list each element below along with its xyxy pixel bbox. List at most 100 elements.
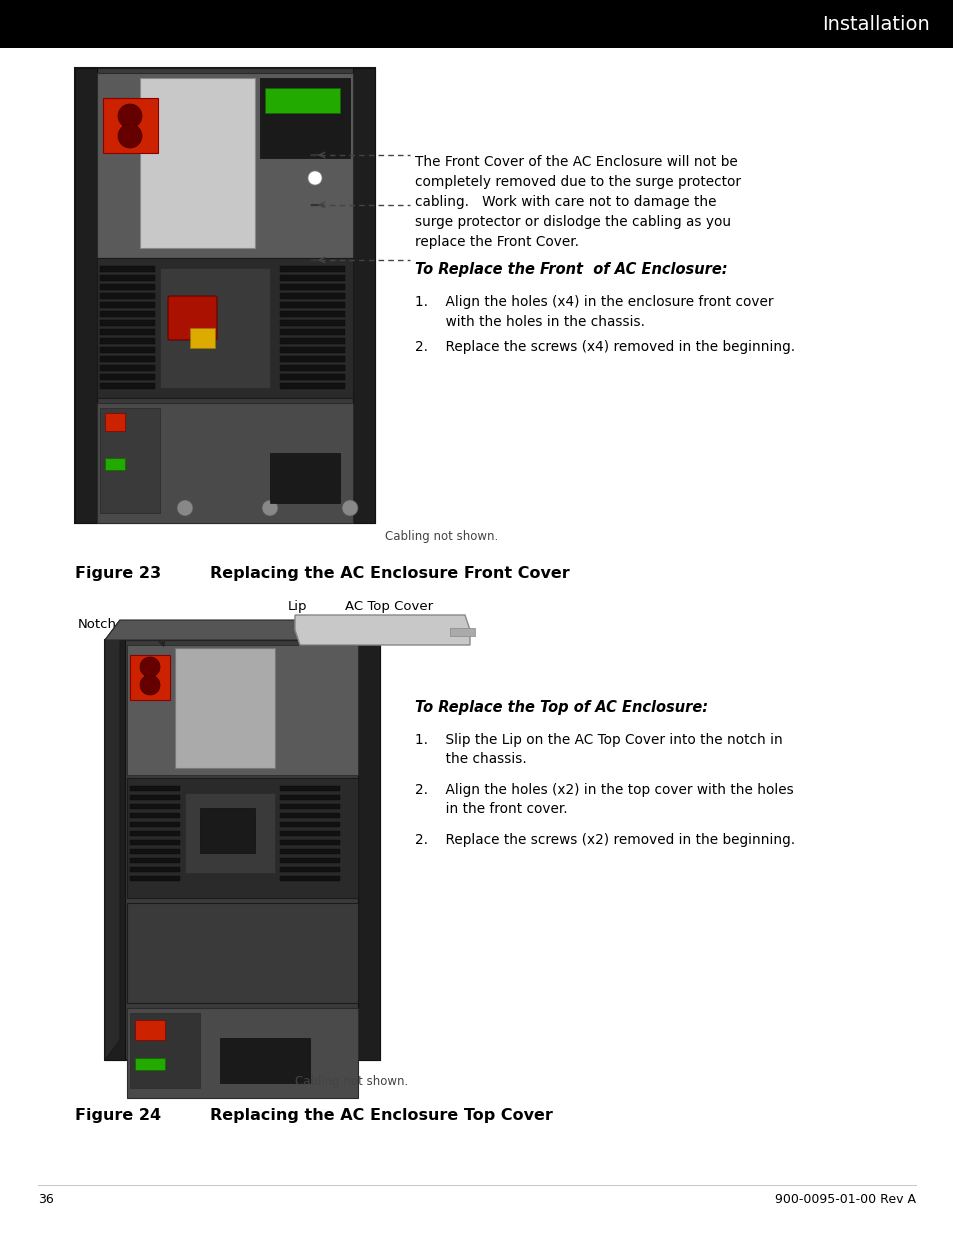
Bar [280, 785, 339, 790]
Text: Installation: Installation [821, 15, 929, 33]
Bar [100, 303, 154, 308]
Bar [105, 640, 125, 1060]
Bar [280, 347, 345, 353]
Bar [105, 640, 379, 1060]
Circle shape [177, 500, 193, 516]
Text: 2.    Replace the screws (x2) removed in the beginning.: 2. Replace the screws (x2) removed in th… [415, 832, 794, 847]
Circle shape [118, 104, 142, 128]
Bar [100, 284, 154, 290]
Bar [280, 266, 345, 272]
Text: Lip: Lip [288, 600, 307, 613]
Bar [353, 68, 375, 522]
Bar [100, 293, 154, 299]
Bar [280, 329, 345, 335]
Bar [127, 903, 357, 1003]
Bar [280, 320, 345, 326]
Text: 2.    Replace the screws (x4) removed in the beginning.: 2. Replace the screws (x4) removed in th… [415, 340, 794, 354]
Circle shape [140, 676, 160, 695]
Bar [100, 266, 154, 272]
Bar [135, 1020, 165, 1040]
Bar [105, 412, 125, 431]
Bar [130, 1013, 200, 1088]
Bar [100, 320, 154, 326]
Text: Figure 24: Figure 24 [75, 1108, 161, 1123]
Bar [0, 0, 953, 48]
Bar [135, 1058, 165, 1070]
Bar [280, 848, 339, 853]
Bar [100, 408, 160, 513]
Bar [100, 366, 154, 370]
Text: 2.    Align the holes (x2) in the top cover with the holes
       in the front c: 2. Align the holes (x2) in the top cover… [415, 783, 793, 816]
Text: Replacing the AC Enclosure Top Cover: Replacing the AC Enclosure Top Cover [210, 1108, 553, 1123]
Bar [130, 831, 180, 836]
Bar [105, 458, 125, 471]
Circle shape [140, 657, 160, 677]
Bar [280, 303, 345, 308]
Text: 900-0095-01-00 Rev A: 900-0095-01-00 Rev A [774, 1193, 915, 1207]
Bar [220, 1037, 310, 1083]
Bar [357, 640, 379, 1060]
Text: The Front Cover of the AC Enclosure will not be
completely removed due to the su: The Front Cover of the AC Enclosure will… [415, 156, 740, 249]
Text: AC Top Cover: AC Top Cover [345, 600, 433, 613]
Bar [260, 78, 350, 158]
Bar [127, 645, 357, 776]
Bar [280, 813, 339, 818]
Text: To Replace the Top of AC Enclosure:: To Replace the Top of AC Enclosure: [415, 700, 707, 715]
Bar [127, 1008, 357, 1098]
Circle shape [118, 124, 142, 148]
Bar [130, 840, 180, 845]
Polygon shape [105, 620, 120, 1060]
Bar [130, 795, 180, 800]
Bar [185, 793, 274, 873]
Bar [280, 366, 345, 370]
Bar [100, 347, 154, 353]
Bar [280, 356, 345, 362]
Text: Replacing the AC Enclosure Front Cover: Replacing the AC Enclosure Front Cover [210, 566, 569, 580]
Bar [280, 795, 339, 800]
Bar [130, 804, 180, 809]
Text: Notch: Notch [78, 618, 117, 631]
Bar [280, 876, 339, 881]
Polygon shape [294, 615, 470, 645]
Bar [130, 848, 180, 853]
Bar [280, 383, 345, 389]
Bar [130, 858, 180, 863]
Bar [130, 655, 170, 700]
Text: Cabling not shown.: Cabling not shown. [294, 1074, 408, 1088]
Text: 36: 36 [38, 1193, 53, 1207]
Text: To Replace the Front  of AC Enclosure:: To Replace the Front of AC Enclosure: [415, 262, 727, 277]
Bar [160, 268, 270, 388]
FancyBboxPatch shape [168, 296, 216, 340]
Bar [103, 98, 158, 153]
Bar [100, 374, 154, 380]
Bar [280, 823, 339, 827]
Bar [130, 876, 180, 881]
Bar [97, 403, 353, 522]
Bar [450, 629, 475, 636]
Bar [127, 778, 357, 898]
Bar [100, 329, 154, 335]
Bar [280, 858, 339, 863]
Circle shape [308, 170, 322, 185]
Bar [280, 867, 339, 872]
Text: 1.    Align the holes (x4) in the enclosure front cover
       with the holes in: 1. Align the holes (x4) in the enclosure… [415, 295, 773, 329]
Bar [270, 453, 339, 503]
Bar [130, 785, 180, 790]
Bar [130, 823, 180, 827]
Text: Cabling not shown.: Cabling not shown. [385, 530, 497, 543]
Text: 1.    Slip the Lip on the AC Top Cover into the notch in
       the chassis.: 1. Slip the Lip on the AC Top Cover into… [415, 734, 781, 767]
Bar [280, 338, 345, 345]
Bar [100, 275, 154, 282]
Bar [280, 831, 339, 836]
Bar [100, 356, 154, 362]
Bar [75, 68, 375, 522]
Text: Figure 23: Figure 23 [75, 566, 161, 580]
Bar [100, 383, 154, 389]
Polygon shape [105, 620, 395, 640]
Bar [140, 78, 254, 248]
Bar [130, 813, 180, 818]
Bar [280, 311, 345, 317]
Bar [280, 293, 345, 299]
Bar [130, 867, 180, 872]
Bar [97, 73, 353, 258]
